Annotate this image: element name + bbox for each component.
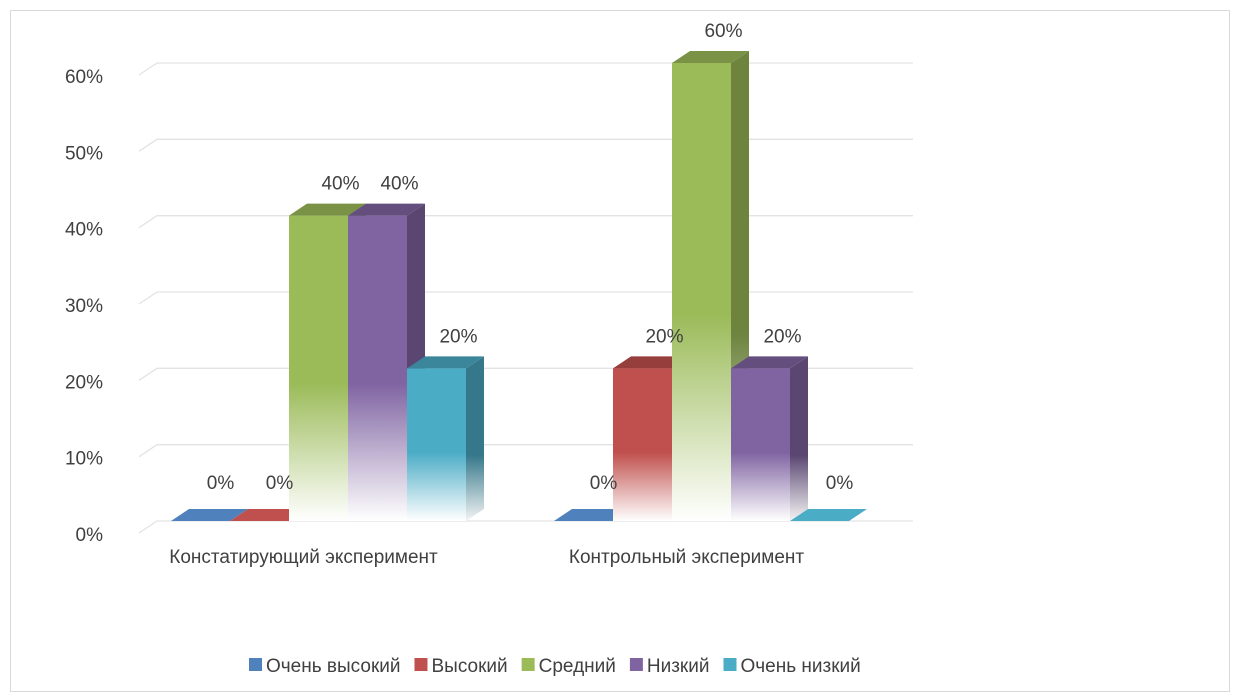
y-tick-label: 50% [65,143,103,164]
data-label: 20% [439,326,477,347]
y-tick-label: 10% [65,449,103,470]
legend: Очень высокий Высокий Средний Низкий Очень н… [249,656,861,677]
data-label: 40% [321,174,359,195]
data-label: 0% [207,473,235,494]
legend-swatch [249,658,262,671]
gridline [138,291,913,305]
bar [407,356,484,521]
data-label: 20% [645,326,683,347]
gridlines [138,62,913,534]
data-label: 0% [590,473,618,494]
legend-label: Очень высокий [266,656,400,677]
legend-label: Низкий [647,656,710,677]
gridline [138,62,913,76]
y-tick-label: 0% [76,525,104,546]
legend-swatch [521,658,535,671]
data-label: 40% [380,174,418,195]
bar [731,356,808,521]
legend-item: Низкий [629,656,710,677]
y-tick-label: 60% [65,67,103,88]
legend-item: Очень высокий [249,656,400,677]
y-axis-ticks: 0% 10% 20% 30% 40% 50% 60% [65,67,103,546]
y-tick-label: 40% [65,220,103,241]
legend-swatch [629,658,643,671]
y-tick-label: 20% [65,372,103,393]
legend-item: Очень низкий [723,656,861,677]
legend-label: Очень низкий [740,656,860,677]
data-label: 60% [704,21,742,42]
bars [171,51,867,521]
data-label: 20% [763,326,801,347]
legend-swatch [723,658,737,671]
bar [230,509,307,521]
gridline [138,520,913,534]
data-labels: 0% 0% 40% 40% 20% 0% 20% 60% 20% 0% [207,21,854,494]
x-tick-label: Контрольный эксперимент [569,547,804,568]
chart-frame: 0% 10% 20% 30% 40% 50% 60% 0% 0% 40% 40% 20% 0% 20% 6… [10,10,1230,692]
bar [554,509,631,521]
gridline [138,215,913,229]
legend-swatch [414,658,428,671]
x-tick-label: Констатирующий эксперимент [169,547,438,568]
bar [171,509,248,521]
legend-label: Средний [539,656,616,677]
gridline [138,138,913,152]
legend-label: Высокий [431,656,507,677]
y-tick-label: 30% [65,296,103,317]
data-label: 0% [826,473,854,494]
legend-item: Средний [521,656,616,677]
x-axis-ticks: Констатирующий эксперимент Контрольный эк… [169,547,804,568]
bar [790,509,867,521]
data-label: 0% [266,473,294,494]
legend-item: Высокий [414,656,508,677]
bar-chart: 0% 10% 20% 30% 40% 50% 60% 0% 0% 40% 40% 20% 0% 20% 6… [65,21,913,677]
